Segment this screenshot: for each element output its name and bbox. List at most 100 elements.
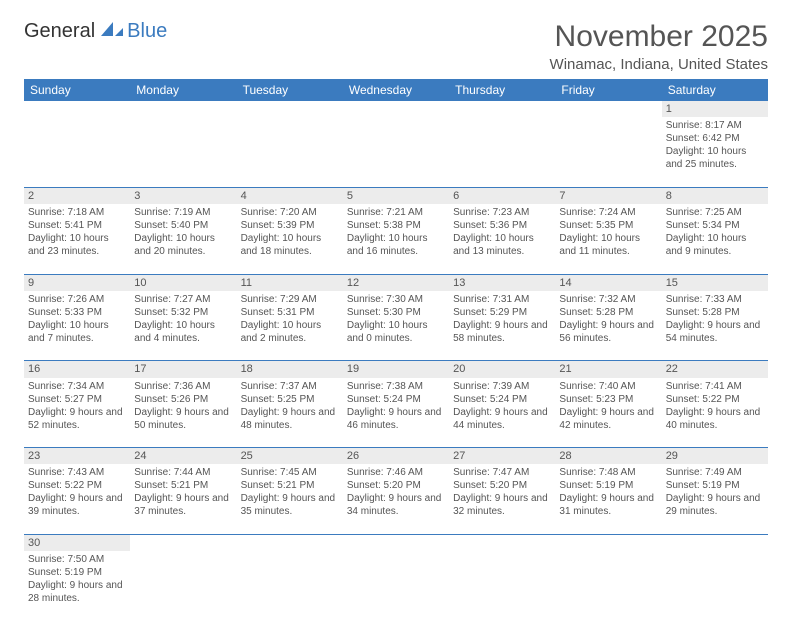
day-number-cell: 14 (555, 274, 661, 291)
sunset-line: Sunset: 5:24 PM (347, 393, 445, 406)
day-detail-cell: Sunrise: 8:17 AMSunset: 6:42 PMDaylight:… (662, 117, 768, 187)
sunrise-line: Sunrise: 7:24 AM (559, 206, 657, 219)
day-number-cell (662, 534, 768, 551)
sunset-line: Sunset: 5:21 PM (134, 479, 232, 492)
sunset-line: Sunset: 5:32 PM (134, 306, 232, 319)
daylight-line: Daylight: 9 hours and 35 minutes. (241, 492, 339, 518)
detail-row: Sunrise: 8:17 AMSunset: 6:42 PMDaylight:… (24, 117, 768, 187)
sunset-line: Sunset: 5:28 PM (559, 306, 657, 319)
daylight-line: Daylight: 9 hours and 34 minutes. (347, 492, 445, 518)
day-detail-cell: Sunrise: 7:43 AMSunset: 5:22 PMDaylight:… (24, 464, 130, 534)
weekday-header: Monday (130, 79, 236, 101)
sunrise-line: Sunrise: 7:33 AM (666, 293, 764, 306)
logo-sail-icon (99, 20, 125, 43)
sunset-line: Sunset: 5:21 PM (241, 479, 339, 492)
day-number-cell (24, 101, 130, 117)
sunrise-line: Sunrise: 7:49 AM (666, 466, 764, 479)
sunset-line: Sunset: 5:38 PM (347, 219, 445, 232)
sunset-line: Sunset: 5:26 PM (134, 393, 232, 406)
sunrise-line: Sunrise: 7:27 AM (134, 293, 232, 306)
day-number-cell: 6 (449, 187, 555, 204)
day-detail-cell (130, 551, 236, 621)
day-detail-cell: Sunrise: 7:24 AMSunset: 5:35 PMDaylight:… (555, 204, 661, 274)
daylight-line: Daylight: 9 hours and 44 minutes. (453, 406, 551, 432)
daynum-row: 16171819202122 (24, 361, 768, 378)
day-detail-cell: Sunrise: 7:39 AMSunset: 5:24 PMDaylight:… (449, 378, 555, 448)
sunrise-line: Sunrise: 7:46 AM (347, 466, 445, 479)
day-detail-cell: Sunrise: 7:48 AMSunset: 5:19 PMDaylight:… (555, 464, 661, 534)
weekday-header-row: SundayMondayTuesdayWednesdayThursdayFrid… (24, 79, 768, 101)
day-number-cell: 15 (662, 274, 768, 291)
day-detail-cell: Sunrise: 7:29 AMSunset: 5:31 PMDaylight:… (237, 291, 343, 361)
sunrise-line: Sunrise: 7:21 AM (347, 206, 445, 219)
day-detail-cell: Sunrise: 7:44 AMSunset: 5:21 PMDaylight:… (130, 464, 236, 534)
day-number-cell: 18 (237, 361, 343, 378)
sunset-line: Sunset: 5:20 PM (453, 479, 551, 492)
daynum-row: 1 (24, 101, 768, 117)
daylight-line: Daylight: 9 hours and 39 minutes. (28, 492, 126, 518)
location-text: Winamac, Indiana, United States (550, 56, 768, 73)
sunrise-line: Sunrise: 7:48 AM (559, 466, 657, 479)
day-number-cell (237, 534, 343, 551)
day-detail-cell (130, 117, 236, 187)
day-number-cell (555, 534, 661, 551)
daylight-line: Daylight: 10 hours and 0 minutes. (347, 319, 445, 345)
day-detail-cell: Sunrise: 7:49 AMSunset: 5:19 PMDaylight:… (662, 464, 768, 534)
sunrise-line: Sunrise: 7:25 AM (666, 206, 764, 219)
daynum-row: 23242526272829 (24, 448, 768, 465)
logo-text-general: General (24, 20, 95, 43)
day-detail-cell (662, 551, 768, 621)
sunrise-line: Sunrise: 7:34 AM (28, 380, 126, 393)
month-title: November 2025 (550, 20, 768, 54)
sunset-line: Sunset: 5:41 PM (28, 219, 126, 232)
day-number-cell: 25 (237, 448, 343, 465)
sunrise-line: Sunrise: 7:45 AM (241, 466, 339, 479)
calendar-table: SundayMondayTuesdayWednesdayThursdayFrid… (24, 79, 768, 621)
daylight-line: Daylight: 10 hours and 7 minutes. (28, 319, 126, 345)
day-detail-cell (555, 551, 661, 621)
day-number-cell: 1 (662, 101, 768, 117)
day-detail-cell: Sunrise: 7:23 AMSunset: 5:36 PMDaylight:… (449, 204, 555, 274)
sunrise-line: Sunrise: 7:39 AM (453, 380, 551, 393)
weekday-header: Thursday (449, 79, 555, 101)
sunrise-line: Sunrise: 8:17 AM (666, 119, 764, 132)
daylight-line: Daylight: 10 hours and 4 minutes. (134, 319, 232, 345)
day-number-cell: 29 (662, 448, 768, 465)
day-number-cell: 8 (662, 187, 768, 204)
day-detail-cell: Sunrise: 7:26 AMSunset: 5:33 PMDaylight:… (24, 291, 130, 361)
sunset-line: Sunset: 5:30 PM (347, 306, 445, 319)
daylight-line: Daylight: 10 hours and 9 minutes. (666, 232, 764, 258)
sunset-line: Sunset: 5:22 PM (666, 393, 764, 406)
sunrise-line: Sunrise: 7:32 AM (559, 293, 657, 306)
sunrise-line: Sunrise: 7:50 AM (28, 553, 126, 566)
day-number-cell: 24 (130, 448, 236, 465)
day-detail-cell (237, 551, 343, 621)
daylight-line: Daylight: 10 hours and 18 minutes. (241, 232, 339, 258)
day-detail-cell (555, 117, 661, 187)
day-detail-cell (449, 551, 555, 621)
sunset-line: Sunset: 5:19 PM (666, 479, 764, 492)
day-detail-cell: Sunrise: 7:27 AMSunset: 5:32 PMDaylight:… (130, 291, 236, 361)
day-detail-cell (449, 117, 555, 187)
daylight-line: Daylight: 10 hours and 25 minutes. (666, 145, 764, 171)
day-number-cell: 11 (237, 274, 343, 291)
weekday-header: Sunday (24, 79, 130, 101)
sunrise-line: Sunrise: 7:29 AM (241, 293, 339, 306)
daylight-line: Daylight: 10 hours and 20 minutes. (134, 232, 232, 258)
sunrise-line: Sunrise: 7:44 AM (134, 466, 232, 479)
daylight-line: Daylight: 10 hours and 13 minutes. (453, 232, 551, 258)
sunrise-line: Sunrise: 7:36 AM (134, 380, 232, 393)
day-detail-cell: Sunrise: 7:40 AMSunset: 5:23 PMDaylight:… (555, 378, 661, 448)
daylight-line: Daylight: 9 hours and 31 minutes. (559, 492, 657, 518)
sunset-line: Sunset: 5:19 PM (559, 479, 657, 492)
sunrise-line: Sunrise: 7:20 AM (241, 206, 339, 219)
day-detail-cell: Sunrise: 7:32 AMSunset: 5:28 PMDaylight:… (555, 291, 661, 361)
sunset-line: Sunset: 5:33 PM (28, 306, 126, 319)
sunrise-line: Sunrise: 7:23 AM (453, 206, 551, 219)
day-number-cell: 21 (555, 361, 661, 378)
day-detail-cell: Sunrise: 7:47 AMSunset: 5:20 PMDaylight:… (449, 464, 555, 534)
day-number-cell: 13 (449, 274, 555, 291)
sunrise-line: Sunrise: 7:41 AM (666, 380, 764, 393)
weekday-header: Tuesday (237, 79, 343, 101)
day-number-cell (130, 101, 236, 117)
